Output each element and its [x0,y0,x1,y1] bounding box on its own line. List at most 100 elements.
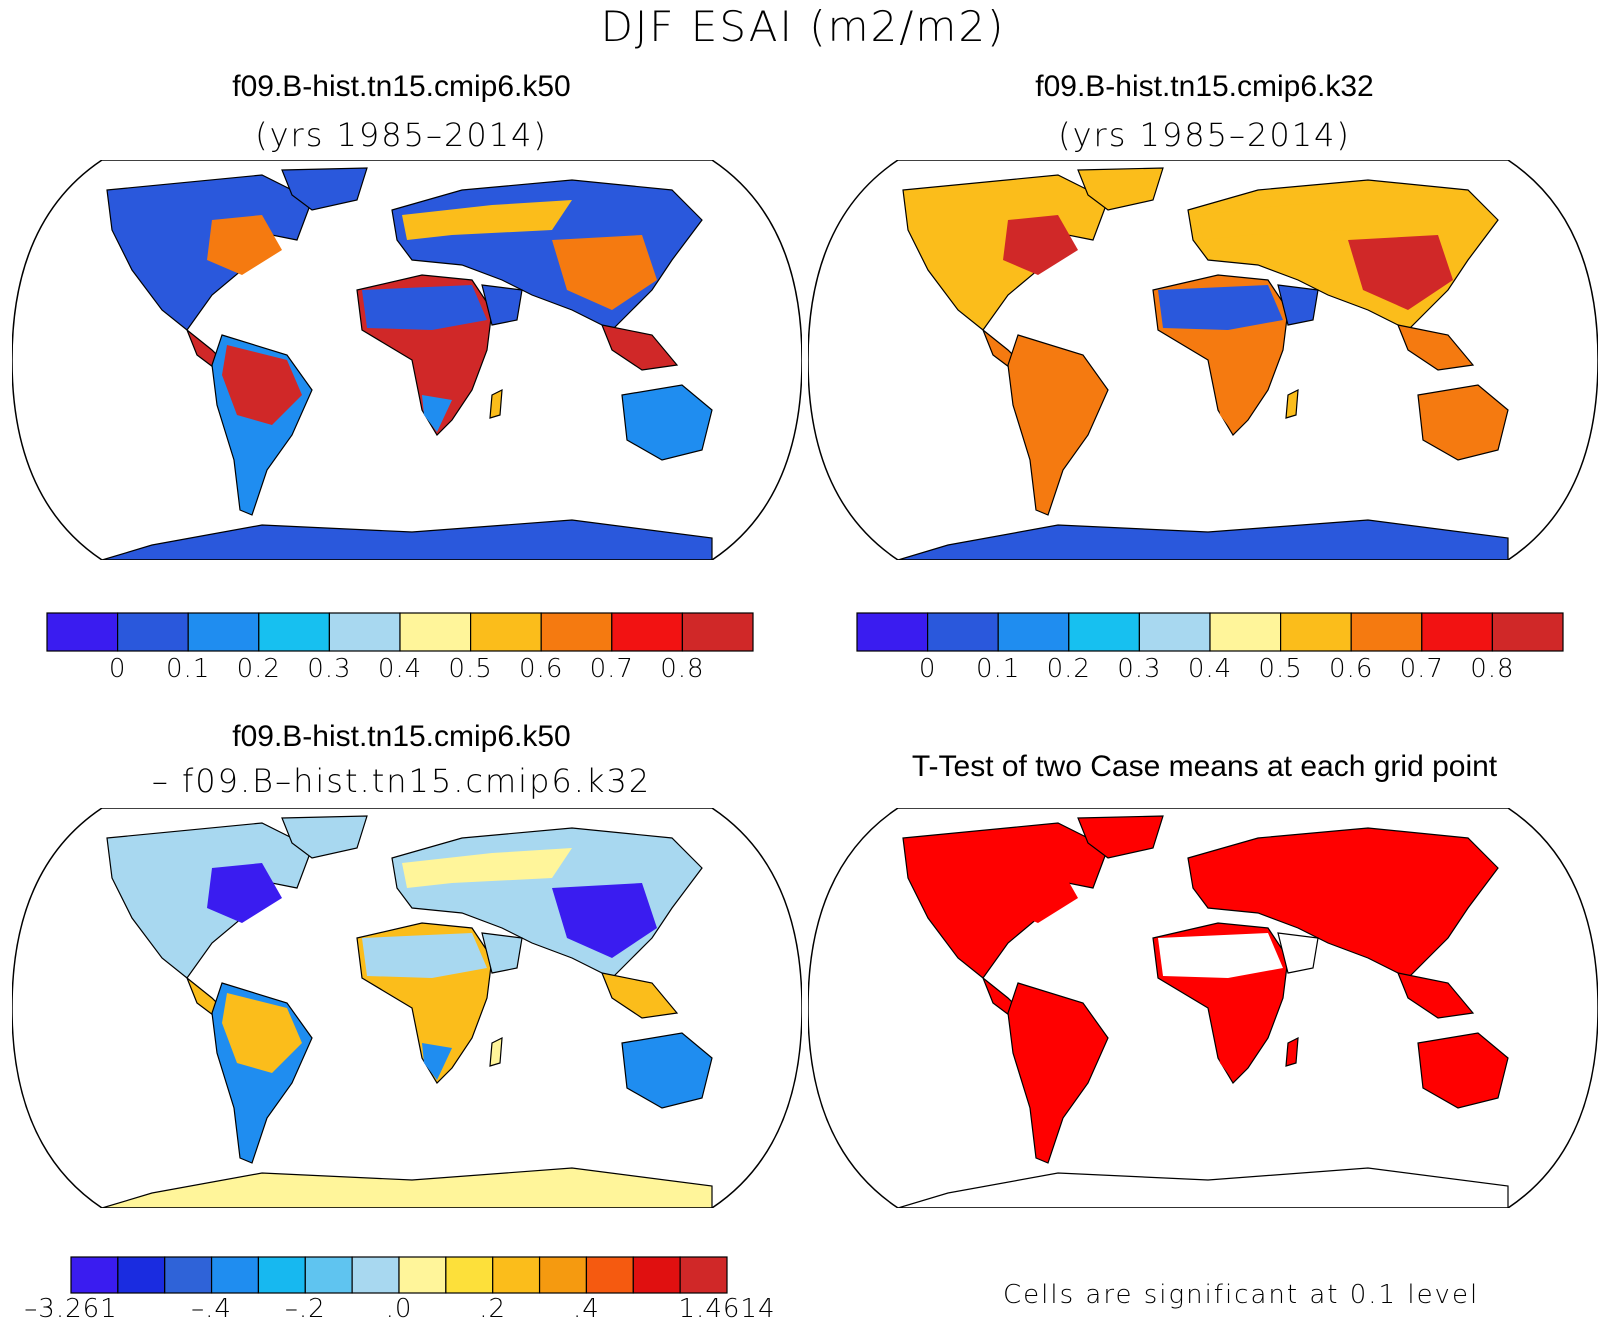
colorbar-tick-label: –.4 [191,1294,232,1324]
madagascar [1285,388,1299,419]
greenland [1077,815,1164,859]
colorbar-swatch [540,612,613,652]
colorbar-swatch [399,612,472,652]
panel-top-left-case-title: f09.B-hist.tn15.cmip6.k50 [232,70,571,103]
panel-top-right-case-title: f09.B-hist.tn15.cmip6.k32 [1035,70,1374,103]
significance-note: Cells are significant at 0.1 level [1003,1280,1480,1310]
colorbar-swatch [492,1256,541,1294]
colorbar-tick-label: 1.4614 [678,1294,776,1324]
southeast-asia [601,324,679,371]
colorbar-tick-label: 0.3 [1117,654,1162,684]
southeast-asia [1397,324,1475,371]
arabia [1277,932,1319,974]
sahara-zone [362,285,487,330]
colorbar-swatch [1350,612,1423,652]
colorbar-tick-label: 0 [108,654,127,684]
map-bottom-right [808,808,1598,1208]
east-asia-zone [552,883,657,958]
colorbar-swatch [632,1256,681,1294]
colorbar-swatch [304,1256,353,1294]
greenland [281,815,368,859]
colorbar-swatch [1138,612,1211,652]
sahara-zone [1158,933,1283,978]
greenland [1077,167,1164,211]
colorbar-tick-label: 0.4 [1187,654,1233,684]
colorbar-swatch [164,1256,213,1294]
panel-bottom-right-title: T-Test of two Case means at each grid po… [911,750,1498,783]
colorbar-tick-label: 0.5 [1258,654,1303,684]
arabia [481,932,523,974]
colorbar-swatch [1209,612,1282,652]
colorbar-swatch [117,1256,166,1294]
australia [1417,384,1509,461]
north-america-warm-zone [1003,215,1078,275]
colorbar-tick-label: 0.3 [307,654,352,684]
colorbar-swatch [116,612,189,652]
colorbar-tick-label: 0.8 [660,654,705,684]
colorbar-top-right-labels: 0 0.1 0.2 0.3 0.4 0.5 0.6 0.7 0.8 [856,652,1564,688]
south-africa-zone [1218,1043,1248,1080]
figure-title: DJF ESAI (m2/m2) [600,2,1006,51]
colorbar-swatch [926,612,999,652]
colorbar-tick-label: –3.261 [24,1294,118,1324]
east-asia-zone [552,235,657,310]
colorbar-swatch [470,612,542,652]
amazon-zone [1018,345,1098,425]
south-africa-zone [1218,395,1248,432]
colorbar-swatch [258,612,331,652]
panel-bottom-left-minus-case: – f09.B–hist.tn15.cmip6.k32 [151,762,652,800]
colorbar-tick-label: .4 [573,1294,600,1324]
colorbar-swatch [856,612,929,652]
greenland [281,167,368,211]
north-america-warm-zone [1003,863,1078,923]
panel-top-left-years: (yrs 1985–2014) [255,116,548,154]
south-africa-zone [422,395,452,432]
colorbar-bottom-left [70,1256,728,1294]
colorbar-swatch [187,612,260,652]
madagascar [1285,1036,1299,1067]
antarctica [101,519,713,560]
boreal-zone [1198,200,1368,240]
colorbar-tick-label: 0.5 [448,654,493,684]
colorbar-tick-label: 0.2 [236,654,281,684]
antarctica [897,1167,1509,1208]
colorbar-top-left-labels: 0 0.1 0.2 0.3 0.4 0.5 0.6 0.7 0.8 [46,652,754,688]
colorbar-swatch [46,612,119,652]
colorbar-swatch [398,1256,447,1294]
colorbar-tick-label: .0 [385,1294,413,1324]
colorbar-swatch [681,612,754,652]
north-america-warm-zone [207,215,282,275]
colorbar-swatch [1421,612,1493,652]
colorbar-tick-label: 0.1 [166,654,211,684]
colorbar-top-left [46,612,754,652]
map-frame [808,160,1598,560]
colorbar-swatch [70,1256,119,1294]
map-top-right [808,160,1598,560]
map-bottom-left [12,808,802,1208]
colorbar-swatch [257,1256,306,1294]
colorbar-swatch [351,1256,400,1294]
colorbar-tick-label: –.2 [284,1294,326,1324]
colorbar-swatch [328,612,401,652]
colorbar-swatch [538,1256,588,1294]
australia [621,384,713,461]
south-africa-zone [422,1043,452,1080]
colorbar-swatch [679,1256,728,1294]
map-frame [12,160,802,560]
colorbar-tick-label: 0.2 [1046,654,1091,684]
colorbar-tick-label: 0.4 [377,654,423,684]
map-top-left [12,160,802,560]
colorbar-tick-label: .2 [479,1294,507,1324]
colorbar-tick-label: 0.6 [1329,654,1374,684]
boreal-zone [1198,848,1368,888]
colorbar-swatch [1068,612,1141,652]
amazon-zone [1018,993,1098,1073]
north-america-warm-zone [207,863,282,923]
colorbar-swatch [210,1256,260,1294]
east-asia-zone [1348,235,1453,310]
madagascar [489,1036,503,1067]
colorbar-top-right [856,612,1564,652]
sahara-zone [362,933,487,978]
colorbar-swatch [1280,612,1352,652]
southeast-asia [1397,972,1475,1019]
